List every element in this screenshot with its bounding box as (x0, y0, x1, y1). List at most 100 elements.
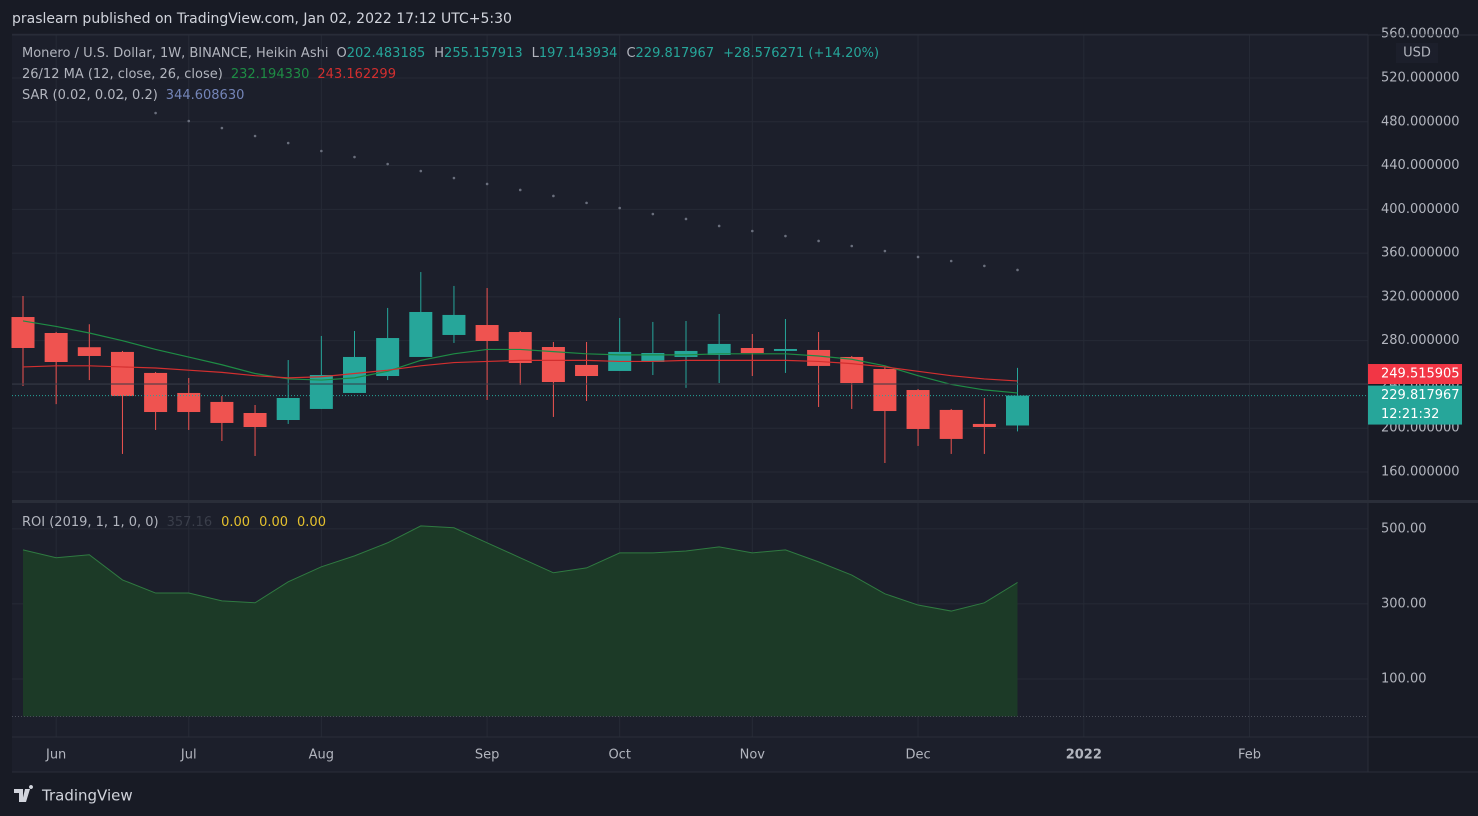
legend-key: C (626, 46, 635, 61)
candle-body (110, 351, 134, 397)
sar-dot (419, 169, 423, 173)
y-tick-label: 400.000000 (1381, 202, 1460, 217)
currency-box (1396, 43, 1438, 63)
roi-name: ROI (2019, 1, 1, 0, 0) (22, 515, 159, 530)
sar-dot (850, 244, 854, 248)
candle-body (475, 325, 499, 341)
candle-body (674, 350, 698, 357)
sar-dot (717, 224, 721, 228)
legend-value: 202.483185 (347, 46, 426, 61)
roi-extra: 0.00 (259, 515, 288, 530)
y-tick-label: 100.00 (1381, 671, 1427, 686)
candle-body (939, 409, 963, 439)
current-price-box (1368, 385, 1462, 425)
candle-body (343, 356, 366, 393)
currency: USD (1403, 46, 1431, 61)
price-label: 249.515905 (1381, 367, 1460, 382)
candle-body (807, 349, 831, 366)
x-tick-label: Feb (1238, 748, 1261, 763)
legend-key: H (434, 46, 444, 61)
legend-change: +28.576271 (+14.20%) (723, 46, 879, 61)
sar-dot (784, 234, 787, 238)
candle-body (11, 317, 35, 348)
indicator-name: 26/12 MA (12, close, 26, close) (22, 67, 223, 82)
sar-dot (684, 217, 688, 221)
sar-dot (320, 149, 323, 153)
candle-body (740, 347, 764, 354)
candle-body (276, 398, 300, 421)
candle-body (144, 372, 168, 413)
footer: TradingView (14, 785, 133, 805)
candle-body (309, 375, 333, 409)
logo (14, 785, 34, 802)
indicator-value: 232.194330 (231, 67, 310, 82)
sar-dot (817, 239, 820, 243)
sar-dot (1016, 268, 1019, 272)
ma-line (22, 320, 1018, 394)
sar-dot (452, 176, 456, 180)
candle-body (972, 423, 996, 428)
legend-title: Monero / U.S. Dollar, 1W, BINANCE, Heiki… (22, 46, 328, 61)
x-tick-label: Jun (45, 748, 66, 763)
sar-dot (552, 194, 555, 198)
candle-body (873, 369, 897, 412)
x-tick-label: Jul (180, 748, 197, 763)
indicator-legend: 26/12 MA (12, close, 26, close) 232.19433… (22, 67, 396, 82)
candle-body (409, 311, 433, 357)
candle-body (210, 401, 234, 423)
y-tick-label: 320.000000 (1381, 289, 1460, 304)
y-tick-label: 280.000000 (1381, 333, 1460, 348)
price-label-box (1368, 364, 1462, 385)
sar-dot (751, 229, 754, 233)
candle-body (77, 347, 101, 356)
candle-body (44, 332, 68, 362)
countdown: 12:21:32 (1381, 407, 1439, 422)
candle-body (773, 348, 797, 351)
legend-key: O (336, 46, 346, 61)
sar-dot (353, 155, 356, 159)
y-tick-label: 360.000000 (1381, 246, 1460, 261)
sar-dot (386, 162, 389, 166)
sar-dot (154, 111, 157, 115)
y-tick-label: 440.000000 (1381, 158, 1460, 173)
y-tick-label: 560.000000 (1381, 27, 1460, 42)
indicator-value: 243.162299 (317, 67, 396, 82)
sar-dot (121, 96, 124, 100)
sar-dot (253, 134, 257, 138)
roi-extra: 0.00 (221, 515, 250, 530)
x-tick-label: Dec (905, 748, 930, 763)
x-tick-label: Oct (608, 748, 630, 763)
x-tick-label: Sep (475, 748, 500, 763)
sar-dot (485, 182, 489, 186)
y-tick-label: 160.000000 (1381, 464, 1460, 479)
y-tick-label: 300.00 (1381, 596, 1427, 611)
legend-key: L (532, 46, 540, 61)
x-tick-label: 2022 (1066, 748, 1102, 763)
candle-body (243, 412, 267, 428)
ma-line (22, 359, 1018, 382)
candle-body (641, 353, 665, 362)
roi-value: 357.16 (167, 515, 213, 530)
footer-brand: TradingView (41, 787, 133, 805)
roi-line (22, 525, 1018, 612)
sar-dot (187, 119, 191, 123)
sar-dot (949, 259, 953, 263)
candle-body (177, 392, 201, 413)
candle-body (508, 332, 532, 363)
roi-extra: 0.00 (297, 515, 326, 530)
legend-value: 197.143934 (539, 46, 618, 61)
legend-main: Monero / U.S. Dollar, 1W, BINANCE, Heiki… (22, 46, 879, 61)
roi-legend: ROI (2019, 1, 1, 0, 0) 357.16 0.00 0.00 0.00 (22, 515, 326, 530)
roi-area (23, 525, 1018, 717)
candle-body (442, 314, 466, 335)
sar-dot (618, 206, 621, 210)
sar-dot (585, 201, 588, 205)
candle-body (376, 338, 400, 377)
candle-body (707, 343, 731, 355)
candle-body (575, 364, 599, 377)
indicator-name: SAR (0.02, 0.02, 0.2) (22, 88, 158, 103)
y-tick-label: 480.000000 (1381, 114, 1460, 129)
sar-dot (651, 212, 655, 216)
